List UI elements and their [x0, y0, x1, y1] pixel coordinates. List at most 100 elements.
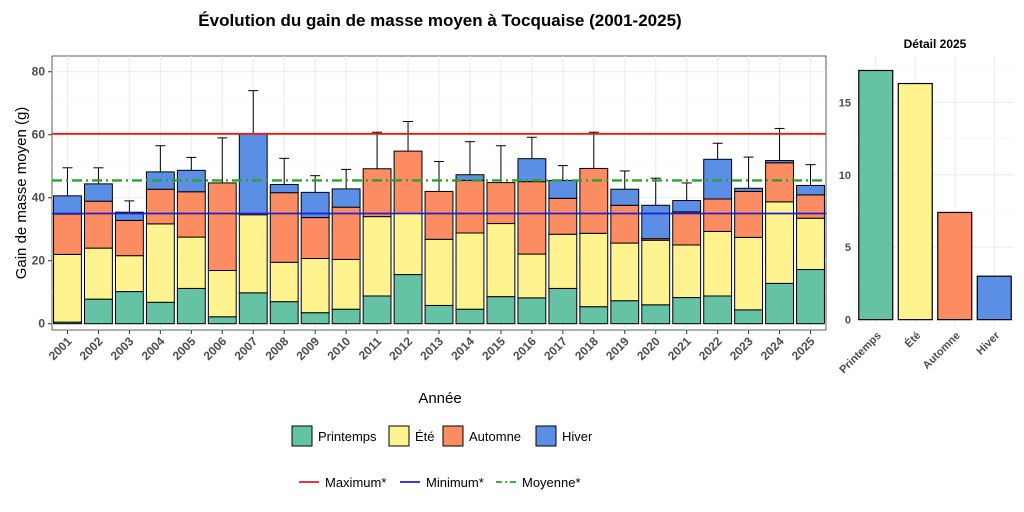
- legend-label-maximum: Maximum*: [325, 475, 386, 490]
- bar-automne: [672, 211, 702, 246]
- bar-hiver: [548, 179, 578, 199]
- bar-automne: [84, 200, 113, 249]
- detail-bar-printemps: [858, 69, 894, 321]
- bar-ete: [424, 238, 454, 306]
- x-tick-label: 2017: [541, 334, 570, 363]
- x-tick-label: 2005: [170, 334, 199, 363]
- legend-label-ete: Été: [415, 429, 435, 444]
- bar-hiver: [672, 200, 702, 213]
- legend-label-minimum: Minimum*: [426, 475, 484, 490]
- bar-automne: [486, 182, 516, 225]
- bar-printemps: [579, 306, 609, 325]
- x-tick-label: 2023: [727, 334, 756, 363]
- bar-printemps: [486, 296, 516, 325]
- bar-automne: [331, 206, 361, 260]
- bar-ete: [734, 236, 764, 311]
- bar-hiver: [53, 195, 82, 215]
- x-tick-label: 2025: [789, 334, 818, 363]
- legend-label-hiver: Hiver: [562, 429, 593, 444]
- bar-ete: [393, 212, 423, 276]
- x-tick-label: 2022: [696, 334, 725, 363]
- x-tick-label: 2024: [758, 334, 787, 363]
- x-tick-label: 2020: [634, 334, 663, 363]
- detail-x-tick-label: Hiver: [974, 329, 1002, 357]
- bar-automne: [579, 167, 609, 234]
- bar-printemps: [331, 308, 361, 325]
- bar-ete: [207, 269, 237, 318]
- x-tick-label: 2010: [324, 334, 353, 363]
- bar-printemps: [703, 295, 733, 325]
- x-tick-label: 2018: [572, 334, 601, 363]
- detail-bar-ete: [897, 82, 933, 321]
- y-tick-label: 40: [32, 191, 46, 205]
- bar-printemps: [610, 300, 640, 325]
- x-tick-label: 2012: [386, 334, 415, 363]
- bar-hiver: [269, 183, 299, 194]
- bar-automne: [53, 213, 82, 255]
- main-chart-title: Évolution du gain de masse moyen à Tocqu…: [198, 11, 681, 30]
- bar-ete: [796, 217, 825, 271]
- legend-swatch-hiver: [535, 425, 557, 447]
- bar-printemps: [145, 301, 175, 325]
- bar-automne: [548, 197, 578, 235]
- bar-printemps: [517, 297, 547, 325]
- bar-hiver: [641, 204, 671, 240]
- bar-automne: [300, 217, 330, 260]
- bar-ete: [517, 253, 547, 299]
- bar-ete: [300, 258, 330, 314]
- bar-ete: [362, 216, 392, 297]
- detail-x-tick-label: Été: [902, 329, 923, 350]
- bar-automne: [269, 192, 299, 263]
- detail-x-tick-label: Printemps: [837, 330, 884, 377]
- detail-y-tick-label: 10: [839, 170, 851, 182]
- y-tick-label: 0: [38, 317, 45, 331]
- bar-hiver: [796, 184, 825, 196]
- bar-hiver: [610, 188, 640, 206]
- bar-ete: [486, 223, 516, 298]
- x-tick-label: 2014: [448, 334, 477, 363]
- bar-hiver: [84, 183, 113, 202]
- bar-ete: [114, 255, 144, 293]
- bar-printemps: [238, 292, 268, 325]
- bar-ete: [238, 214, 268, 294]
- bar-automne: [207, 182, 237, 271]
- bar-hiver: [734, 187, 764, 192]
- detail-y-tick-label: 0: [845, 315, 851, 327]
- bar-printemps: [641, 304, 671, 325]
- bar-ete: [548, 233, 578, 289]
- bar-printemps: [84, 298, 113, 325]
- detail-x-tick-label: Automne: [921, 330, 963, 372]
- legend-swatch-printemps: [291, 425, 313, 447]
- bar-ete: [269, 261, 299, 303]
- bar-automne: [455, 179, 485, 234]
- y-tick-label: 20: [32, 254, 46, 268]
- bar-automne: [393, 150, 423, 214]
- x-tick-label: 2001: [46, 334, 75, 363]
- legend-label-moyenne: Moyenne*: [522, 475, 581, 490]
- bar-ete: [84, 247, 113, 300]
- bar-ete: [703, 230, 733, 297]
- x-tick-label: 2006: [201, 334, 230, 363]
- bar-automne: [517, 181, 547, 255]
- x-tick-label: 2009: [293, 334, 322, 363]
- x-tick-label: 2013: [417, 334, 446, 363]
- x-tick-label: 2011: [356, 334, 385, 363]
- detail-chart-title: Détail 2025: [904, 37, 967, 51]
- bar-ete: [176, 236, 206, 289]
- bar-printemps: [269, 301, 299, 325]
- bar-automne: [176, 191, 206, 238]
- bar-printemps: [424, 304, 454, 325]
- bar-automne: [796, 194, 825, 219]
- bar-automne: [703, 198, 733, 232]
- bar-ete: [455, 232, 485, 310]
- bar-printemps: [362, 295, 392, 325]
- detail-bar-automne: [937, 211, 973, 321]
- legend-swatch-automne: [442, 425, 464, 447]
- y-tick-label: 80: [32, 65, 46, 79]
- x-tick-label: 2016: [510, 334, 539, 363]
- bar-printemps: [455, 308, 485, 325]
- bar-automne: [114, 219, 144, 257]
- bar-ete: [53, 253, 82, 323]
